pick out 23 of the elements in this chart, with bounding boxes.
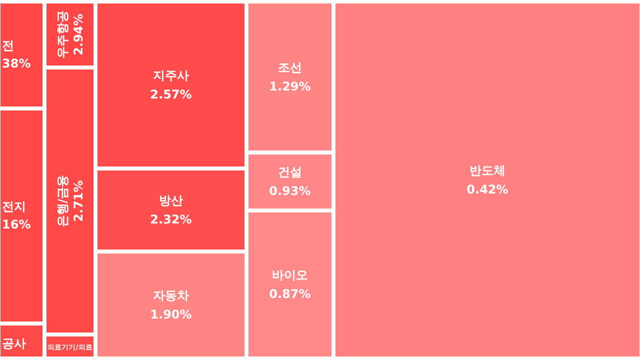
category-label: 조선	[278, 60, 302, 74]
category-label: 자동차	[153, 288, 189, 302]
data-label: 2.57%	[150, 87, 192, 102]
category-label: 전지	[2, 199, 26, 214]
data-label: 0.87%	[269, 286, 311, 301]
category-label: 공사	[2, 336, 26, 350]
data-label: 2.94%	[71, 14, 86, 56]
data-label: 0.42%	[466, 182, 508, 196]
category-label: 우주항공	[55, 10, 70, 58]
category-label: 방산	[159, 193, 183, 208]
category-label: 반도체	[470, 163, 506, 178]
data-label: 38%	[2, 56, 31, 70]
data-label: 0.93%	[269, 184, 311, 198]
category-label: 바이오	[272, 268, 308, 282]
data-label: 1.29%	[269, 79, 311, 94]
data-label: 1.90%	[150, 307, 192, 322]
category-label: 은행/금융	[55, 174, 70, 228]
data-label: 2.71%	[71, 180, 86, 222]
category-label: 건설	[278, 164, 302, 179]
category-label: 전	[2, 38, 14, 52]
data-label: 16%	[2, 217, 31, 232]
data-label: 2.32%	[150, 212, 192, 226]
category-label: 지주사	[153, 68, 189, 82]
